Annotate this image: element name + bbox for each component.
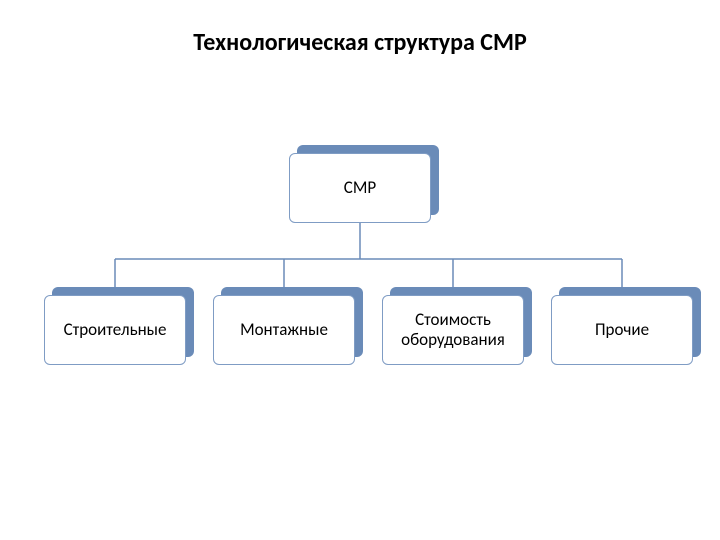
connector-lines	[0, 0, 720, 540]
diagram-title: Технологическая структура СМР	[0, 28, 720, 57]
child-node-box: Прочие	[551, 295, 693, 365]
child-node-label: Монтажные	[240, 320, 328, 340]
child-node-label: Строительные	[64, 320, 167, 340]
child-node: Монтажные	[213, 295, 355, 365]
child-node-label: Прочие	[595, 320, 649, 340]
root-node-box: СМР	[289, 153, 431, 223]
root-node: СМР	[289, 153, 431, 223]
root-node-label: СМР	[344, 178, 376, 198]
child-node-label: Стоимость оборудования	[389, 310, 517, 349]
child-node-box: Стоимость оборудования	[382, 295, 524, 365]
child-node: Стоимость оборудования	[382, 295, 524, 365]
child-node-box: Строительные	[44, 295, 186, 365]
child-node-box: Монтажные	[213, 295, 355, 365]
child-node: Прочие	[551, 295, 693, 365]
child-node: Строительные	[44, 295, 186, 365]
